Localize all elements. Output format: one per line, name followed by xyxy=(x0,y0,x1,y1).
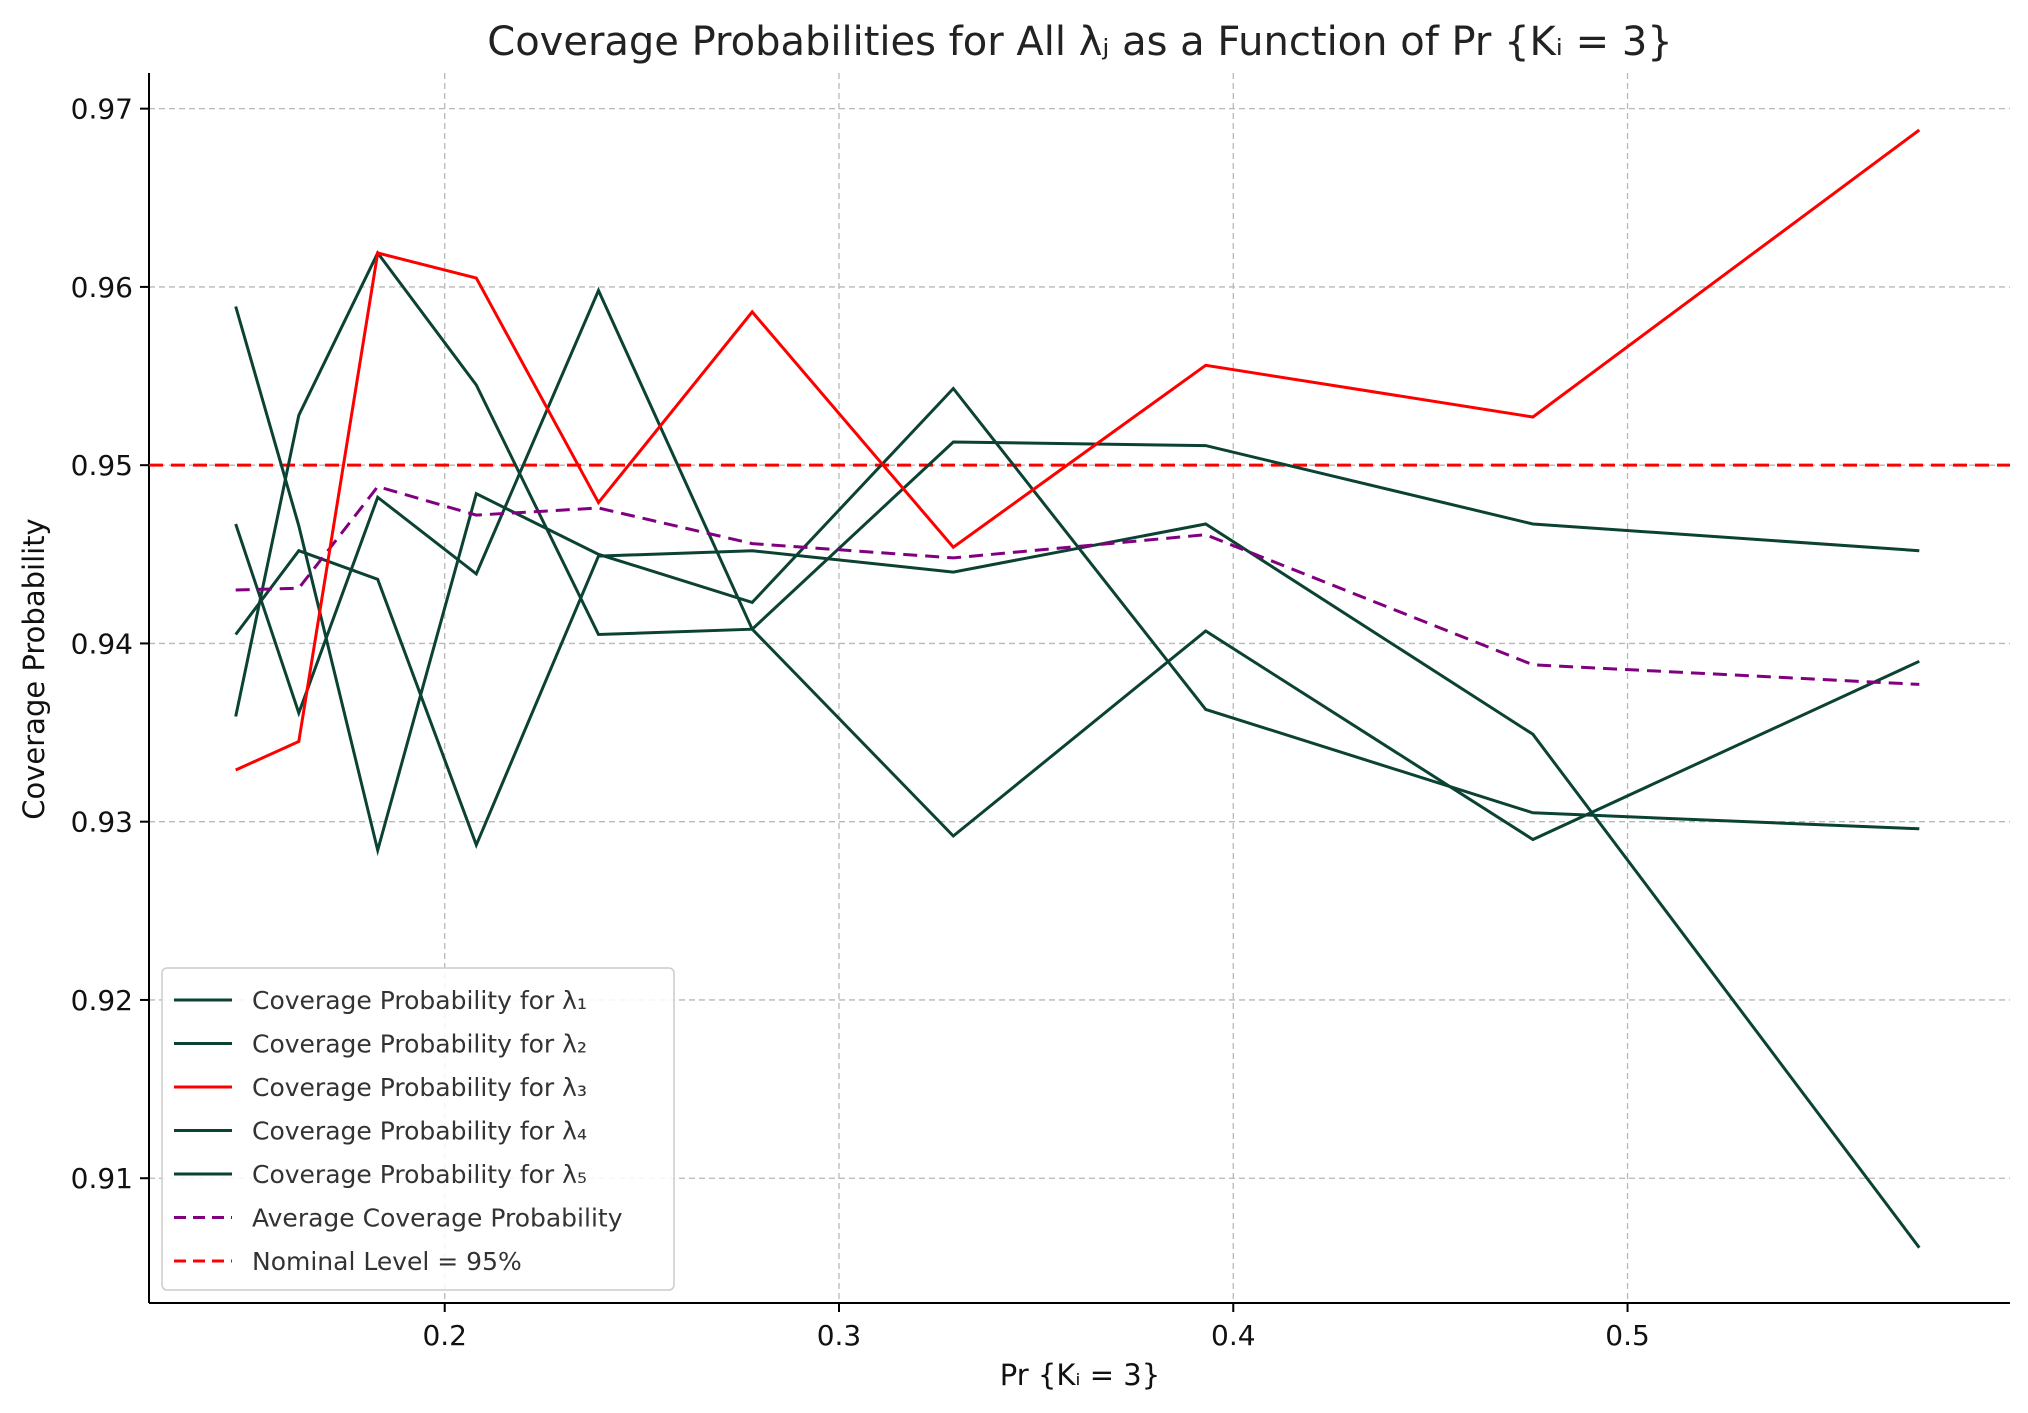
y-tick-label: 0.94 xyxy=(71,627,133,660)
x-tick-label: 0.3 xyxy=(817,1319,862,1352)
legend: Coverage Probability for λ₁ Coverage Prob… xyxy=(161,967,675,1291)
y-tick-label: 0.97 xyxy=(71,93,133,126)
y-ticks: 0.91 0.92 0.93 0.94 0.95 0.96 0.97 xyxy=(71,93,149,1195)
x-axis-label: Pr {Kᵢ = 3} xyxy=(1000,1358,1160,1392)
x-tick-label: 0.5 xyxy=(1605,1319,1650,1352)
series-line-2 xyxy=(234,522,1921,1249)
chart-title: Coverage Probabilities for All λⱼ as a F… xyxy=(487,19,1672,65)
series-line-3 xyxy=(235,128,1921,772)
legend-entry-label: Coverage Probability for λ₁ xyxy=(252,986,587,1015)
series-line-1 xyxy=(234,250,1920,717)
legend-entry-label: Average Coverage Probability xyxy=(252,1204,623,1233)
series-layer xyxy=(234,128,1921,1249)
legend-entry-label: Nominal Level = 95% xyxy=(252,1247,522,1276)
legend-entry-label: Coverage Probability for λ₅ xyxy=(252,1160,587,1189)
y-tick-label: 0.93 xyxy=(71,806,133,839)
series-line-5 xyxy=(234,306,1920,857)
y-tick-label: 0.95 xyxy=(71,449,133,482)
y-tick-label: 0.92 xyxy=(71,984,133,1017)
legend-box xyxy=(161,967,675,1291)
series-line-4 xyxy=(234,286,1920,842)
legend-entry-label: Coverage Probability for λ₂ xyxy=(252,1030,587,1059)
series-line-6 xyxy=(235,484,1920,686)
y-tick-label: 0.96 xyxy=(71,271,133,304)
x-ticks: 0.2 0.3 0.4 0.5 xyxy=(422,1303,1650,1352)
y-axis-label: Coverage Probability xyxy=(17,518,51,819)
legend-entry-label: Coverage Probability for λ₄ xyxy=(252,1117,587,1146)
x-tick-label: 0.4 xyxy=(1211,1319,1256,1352)
x-tick-label: 0.2 xyxy=(422,1319,467,1352)
legend-entry-label: Coverage Probability for λ₃ xyxy=(252,1073,587,1102)
y-tick-label: 0.91 xyxy=(71,1162,133,1195)
